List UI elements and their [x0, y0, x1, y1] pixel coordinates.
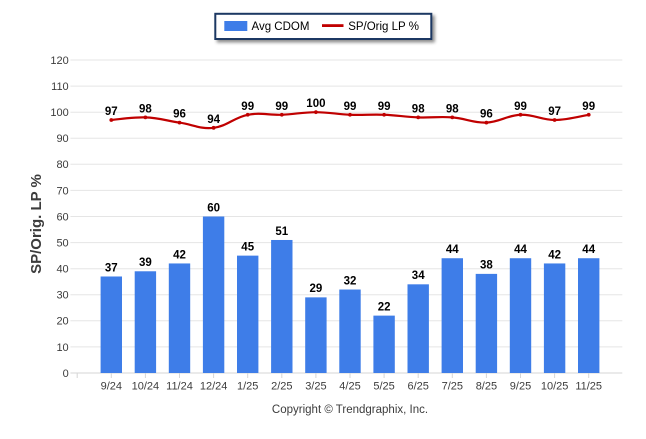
svg-text:99: 99 — [514, 101, 527, 113]
svg-text:40: 40 — [56, 264, 68, 276]
svg-text:0: 0 — [63, 368, 69, 380]
svg-text:6/25: 6/25 — [407, 381, 428, 393]
svg-text:20: 20 — [56, 316, 68, 328]
svg-text:90: 90 — [56, 133, 68, 145]
svg-text:2/25: 2/25 — [271, 381, 292, 393]
svg-text:44: 44 — [514, 244, 527, 256]
svg-text:51: 51 — [275, 226, 288, 238]
svg-text:99: 99 — [275, 101, 288, 113]
svg-text:99: 99 — [344, 101, 357, 113]
svg-text:60: 60 — [207, 202, 220, 214]
svg-text:120: 120 — [50, 55, 68, 67]
svg-text:94: 94 — [207, 114, 220, 126]
svg-text:7/25: 7/25 — [442, 381, 463, 393]
svg-text:5/25: 5/25 — [373, 381, 394, 393]
svg-text:Copyright © Trendgraphix, Inc.: Copyright © Trendgraphix, Inc. — [272, 404, 428, 416]
svg-text:60: 60 — [56, 211, 68, 223]
svg-text:42: 42 — [548, 249, 561, 261]
svg-text:39: 39 — [139, 257, 152, 269]
svg-text:50: 50 — [56, 238, 68, 250]
svg-text:70: 70 — [56, 185, 68, 197]
svg-text:110: 110 — [51, 81, 69, 93]
svg-text:98: 98 — [412, 103, 425, 115]
svg-text:80: 80 — [56, 159, 68, 171]
svg-text:11/24: 11/24 — [166, 381, 193, 393]
svg-text:99: 99 — [378, 101, 391, 113]
svg-text:97: 97 — [105, 106, 118, 118]
svg-text:96: 96 — [173, 109, 186, 121]
svg-text:Avg CDOM: Avg CDOM — [252, 21, 310, 33]
svg-text:98: 98 — [139, 103, 152, 115]
svg-text:10/25: 10/25 — [541, 381, 569, 393]
svg-text:9/24: 9/24 — [101, 381, 122, 393]
svg-text:8/25: 8/25 — [476, 381, 497, 393]
svg-text:12/24: 12/24 — [200, 381, 228, 393]
svg-text:9/25: 9/25 — [510, 381, 531, 393]
svg-text:1/25: 1/25 — [237, 381, 258, 393]
svg-text:100: 100 — [50, 107, 68, 119]
svg-text:3/25: 3/25 — [305, 381, 326, 393]
svg-text:98: 98 — [446, 103, 459, 115]
svg-text:10/24: 10/24 — [132, 381, 160, 393]
svg-text:97: 97 — [548, 106, 561, 118]
svg-text:99: 99 — [582, 101, 595, 113]
svg-text:44: 44 — [582, 244, 595, 256]
svg-text:96: 96 — [480, 109, 493, 121]
svg-text:45: 45 — [241, 241, 254, 253]
svg-text:11/25: 11/25 — [575, 381, 602, 393]
svg-text:99: 99 — [241, 101, 254, 113]
svg-text:32: 32 — [344, 275, 357, 287]
svg-text:4/25: 4/25 — [339, 381, 360, 393]
svg-text:SP/Orig. LP %: SP/Orig. LP % — [28, 174, 45, 274]
svg-text:10: 10 — [56, 342, 68, 354]
svg-text:30: 30 — [56, 290, 68, 302]
svg-text:42: 42 — [173, 249, 186, 261]
svg-text:44: 44 — [446, 244, 459, 256]
svg-text:37: 37 — [105, 262, 118, 274]
svg-text:29: 29 — [310, 283, 323, 295]
svg-text:100: 100 — [306, 98, 325, 110]
svg-text:22: 22 — [378, 301, 391, 313]
svg-text:38: 38 — [480, 260, 493, 272]
svg-text:34: 34 — [412, 270, 425, 282]
svg-text:SP/Orig LP %: SP/Orig LP % — [348, 21, 419, 33]
